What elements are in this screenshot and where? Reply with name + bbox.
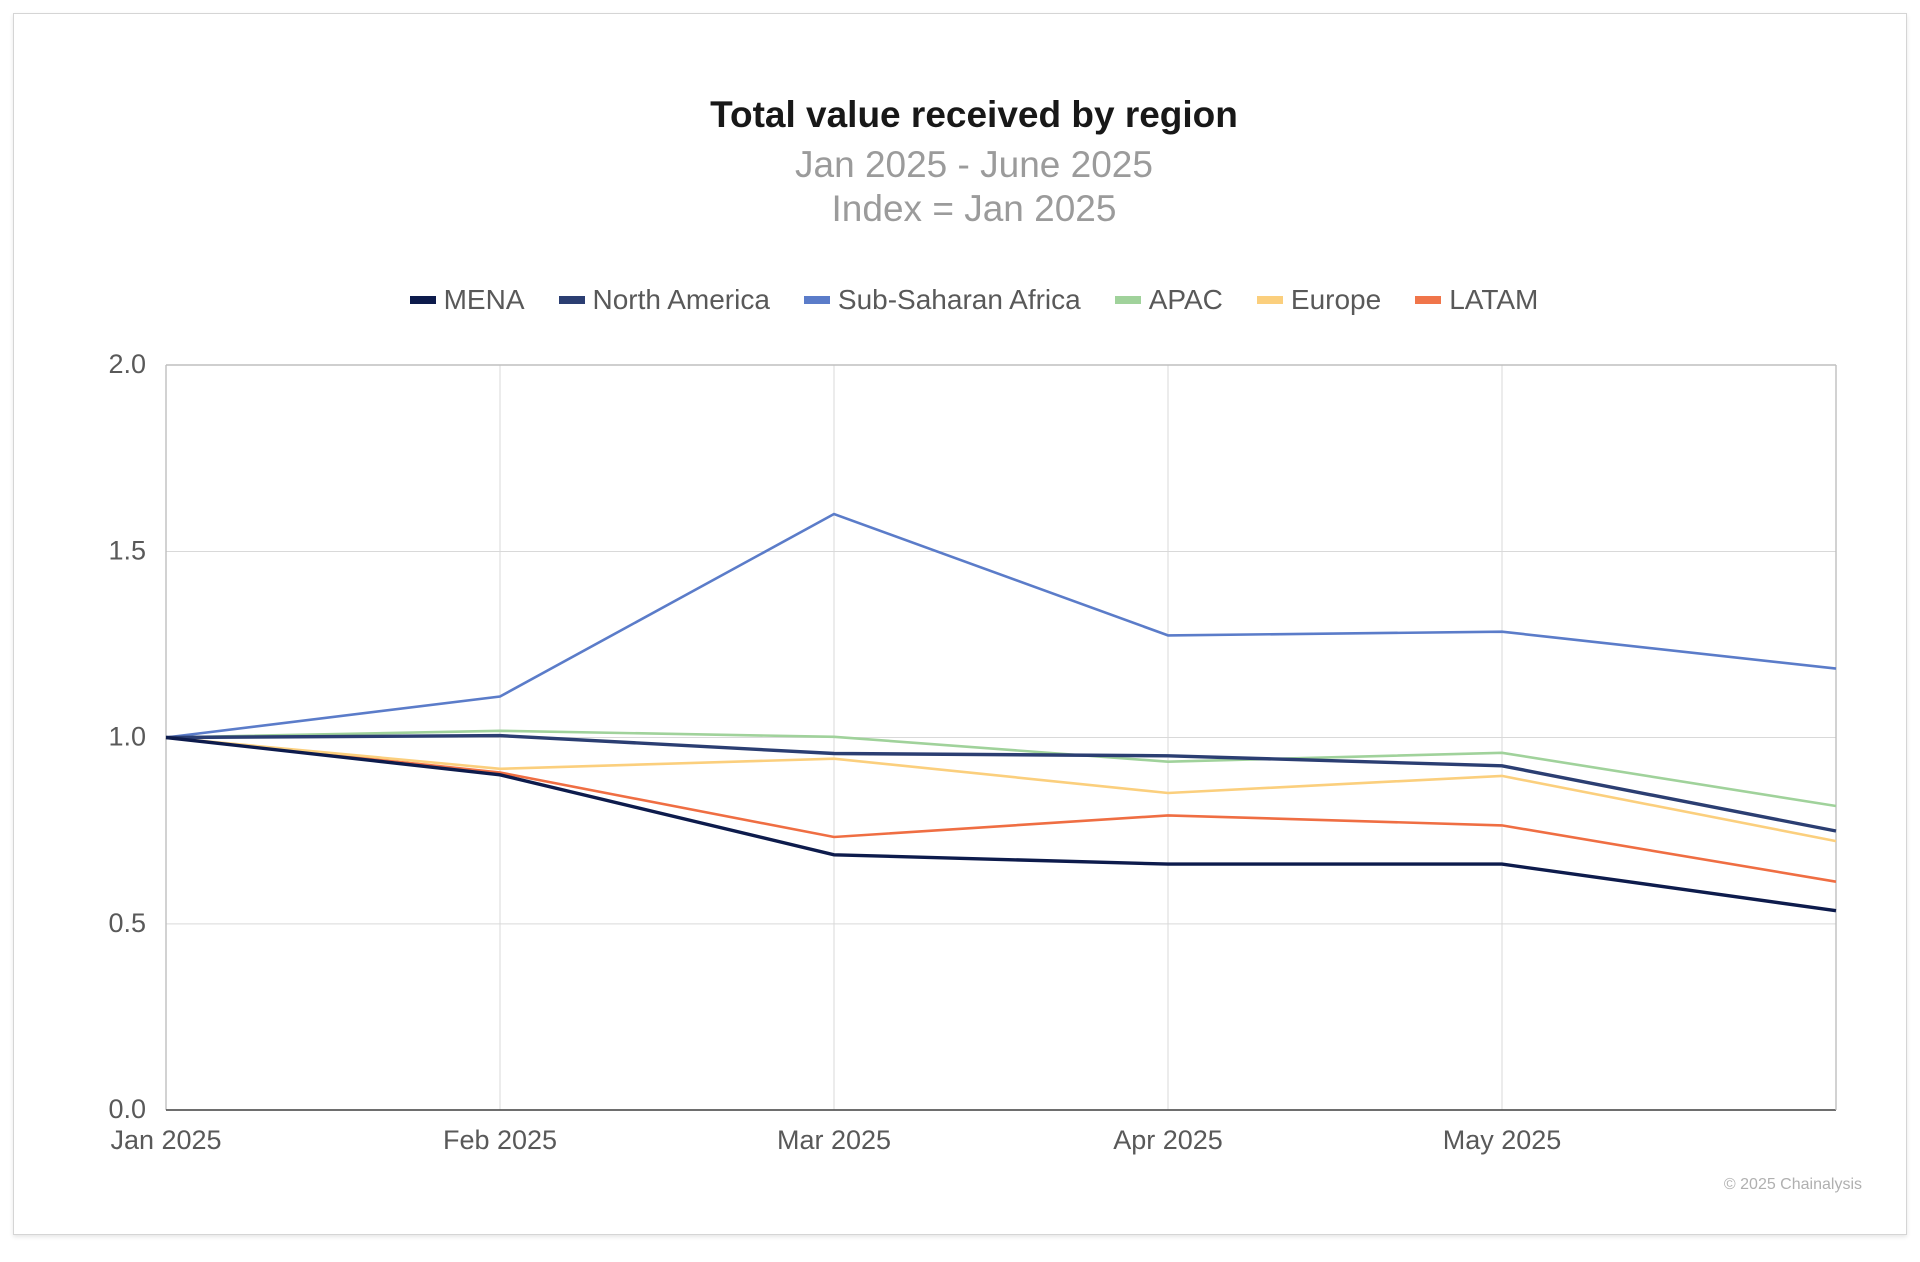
- svg-text:0.5: 0.5: [108, 908, 146, 938]
- svg-text:Feb 2025: Feb 2025: [443, 1125, 557, 1155]
- svg-text:1.5: 1.5: [108, 536, 146, 566]
- svg-text:0.0: 0.0: [108, 1094, 146, 1124]
- svg-text:Jan 2025: Jan 2025: [110, 1125, 221, 1155]
- svg-text:2.0: 2.0: [108, 349, 146, 379]
- svg-text:May 2025: May 2025: [1443, 1125, 1562, 1155]
- svg-text:1.0: 1.0: [108, 722, 146, 752]
- svg-text:Mar 2025: Mar 2025: [777, 1125, 891, 1155]
- svg-text:Apr 2025: Apr 2025: [1113, 1125, 1223, 1155]
